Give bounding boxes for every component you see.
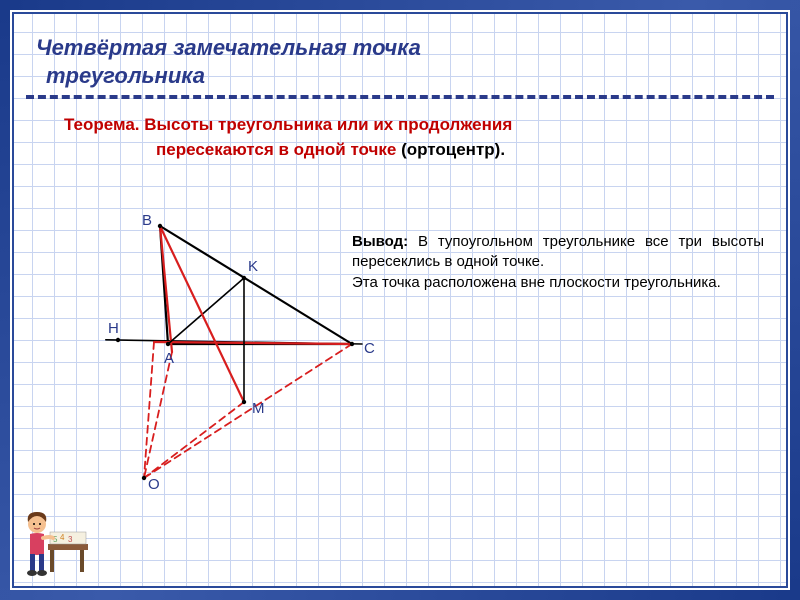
conclusion-l2: Эта точка расположена вне плоскости треу… [352, 273, 764, 293]
point-label-K: K [248, 258, 258, 275]
svg-text:4: 4 [60, 533, 65, 542]
svg-text:3: 3 [68, 535, 73, 544]
theorem-red1: Высоты треугольника или их продолжения [144, 115, 512, 134]
point-label-B: B [142, 212, 152, 229]
student-icon: 5 4 3 [20, 496, 92, 576]
point-label-A: A [164, 350, 174, 367]
slide-title: Четвёртая замечательная точка треугольни… [36, 34, 764, 89]
point-label-O: O [148, 476, 160, 493]
title-line1: Четвёртая замечательная точка [36, 35, 421, 60]
point-label-H: H [108, 320, 119, 337]
conclusion-l1: В тупоугольном треугольнике все три высо… [352, 233, 764, 270]
conclusion-block: Вывод: В тупоугольном треугольнике все т… [352, 232, 764, 293]
point-label-M: M [252, 400, 265, 417]
theorem-red2: пересекаются в одной точке [156, 140, 396, 159]
point-label-C: C [364, 340, 375, 357]
title-line2: треугольника [46, 62, 764, 90]
triangle-diagram: A B C K H M O [30, 196, 390, 516]
theorem-black: (ортоцентр). [396, 140, 505, 159]
divider [26, 95, 774, 99]
theorem-label: Теорема. [64, 115, 140, 134]
theorem-block: Теорема. Высоты треугольника или их прод… [64, 113, 764, 162]
diagram-svg [30, 196, 390, 516]
